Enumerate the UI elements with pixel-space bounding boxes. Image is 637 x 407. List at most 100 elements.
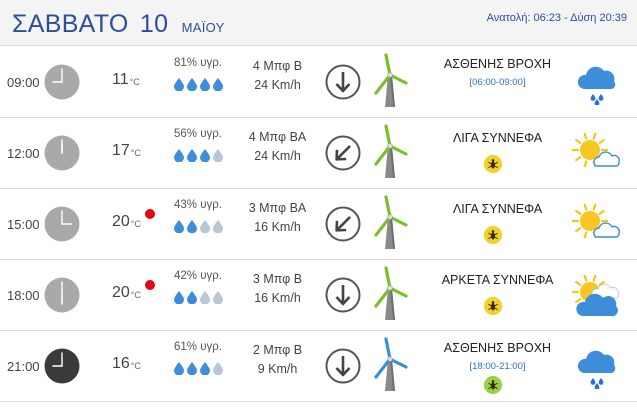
drop-icon (174, 220, 184, 233)
clock-icon (44, 277, 80, 313)
weather-description: ΑΣΘΕΝΗΣ ΒΡΟΧΗ (443, 341, 552, 355)
humidity-label: 42% υγρ. (174, 270, 222, 282)
forecast-row: 15:00 20°C 43% υγρ. 3 Μπφ ΒΑ 16 Km/h ΛΙΓΑ ΣΥΝ… (0, 189, 637, 260)
forecast-row: 21:00 16°C 61% υγρ. 2 Μπφ Β 9 Km/h ΑΣΘΕΝΗΣ ΒΡ… (0, 331, 637, 402)
wind-force: 3 Μπφ Β (252, 272, 303, 286)
temperature-value: 20 (112, 284, 130, 301)
weather-description: ΑΡΚΕΤΑ ΣΥΝΝΕΦΑ (441, 273, 554, 287)
wind-speed: 24 Km/h (254, 78, 301, 92)
row-time: 21:00 (7, 359, 40, 374)
day-number: 10 (139, 10, 169, 38)
humidity-label: 81% υγρ. (174, 57, 222, 69)
temperature-value: 20 (112, 213, 130, 230)
wind-direction-icon (325, 277, 361, 313)
wind-speed: 16 Km/h (254, 291, 301, 305)
temperature: 20°C (112, 213, 141, 231)
drop-icon (187, 220, 197, 233)
humidity-drops-icon (174, 362, 223, 375)
green-warning-icon (483, 375, 503, 395)
drop-icon (213, 78, 223, 91)
wind-direction-icon (325, 206, 361, 242)
clock-icon (44, 206, 80, 242)
drop-icon (187, 78, 197, 91)
yellow-warning-icon (483, 296, 503, 316)
cloud-rain-icon (577, 350, 616, 389)
drop-icon (187, 149, 197, 162)
forecast-row: 12:00 17°C 56% υγρ. 4 Μπφ ΒΑ 24 Km/h ΛΙΓΑ ΣΥΝ… (0, 118, 637, 189)
wind-info: 4 Μπφ ΒΑ 24 Km/h (240, 128, 315, 166)
drop-icon (200, 149, 210, 162)
wind-direction-icon (325, 64, 361, 100)
sun-cloud-icon (572, 132, 620, 168)
temperature-unit: °C (130, 290, 141, 300)
wind-turbine-icon (374, 195, 408, 249)
month-name: ΜΑΪΟΥ (181, 20, 225, 35)
wind-turbine-icon (374, 266, 408, 320)
humidity-label: 61% υγρ. (174, 341, 222, 353)
humidity-drops-icon (174, 291, 223, 304)
drop-icon (174, 78, 184, 91)
wind-direction-icon (325, 348, 361, 384)
sun-clouds-icon (572, 274, 619, 316)
clock-icon (44, 348, 80, 384)
clock-icon (44, 135, 80, 171)
drop-icon (187, 291, 197, 304)
wind-turbine-icon (374, 337, 408, 391)
yellow-warning-icon (483, 154, 503, 174)
humidity-label: 56% υγρ. (174, 128, 222, 140)
humidity-drops-icon (174, 220, 223, 233)
sunrise-sunset: Ανατολή: 06:23 - Δύση 20:39 (486, 12, 627, 24)
drop-icon (213, 362, 223, 375)
day-name: ΣΑΒΒΑΤΟ (12, 10, 129, 38)
drop-icon (213, 220, 223, 233)
drop-icon (174, 149, 184, 162)
drop-icon (174, 291, 184, 304)
yellow-warning-icon (483, 225, 503, 245)
wind-info: 2 Μπφ Β 9 Km/h (240, 341, 315, 379)
heat-alert-dot (145, 209, 155, 219)
drop-icon (200, 291, 210, 304)
temperature-unit: °C (130, 361, 141, 371)
drop-icon (213, 291, 223, 304)
temperature-unit: °C (130, 148, 141, 158)
drop-icon (174, 362, 184, 375)
cloud-rain-icon (577, 66, 616, 105)
temperature-unit: °C (129, 77, 140, 87)
sun-cloud-icon (572, 203, 620, 239)
day-header: ΣΑΒΒΑΤΟ 10 ΜΑΪΟΥ Ανατολή: 06:23 - Δύση 2… (0, 0, 637, 46)
temperature-value: 17 (112, 142, 130, 159)
temperature-value: 11 (112, 71, 129, 88)
wind-info: 3 Μπφ Β 16 Km/h (240, 270, 315, 308)
wind-turbine-icon (374, 53, 408, 107)
wind-force: 4 Μπφ Β (252, 59, 303, 73)
wind-speed: 9 Km/h (257, 362, 298, 376)
wind-force: 4 Μπφ ΒΑ (248, 130, 307, 144)
row-time: 12:00 (7, 146, 40, 161)
humidity-drops-icon (174, 78, 223, 91)
wind-direction-icon (325, 135, 361, 171)
forecast-row: 18:00 20°C 42% υγρ. 3 Μπφ Β 16 Km/h ΑΡΚΕΤΑ ΣΥ… (0, 260, 637, 331)
wind-speed: 24 Km/h (254, 149, 301, 163)
temperature-unit: °C (130, 219, 141, 229)
drop-icon (200, 362, 210, 375)
drop-icon (200, 78, 210, 91)
clock-icon (44, 64, 80, 100)
wind-turbine-icon (374, 124, 408, 178)
wind-info: 4 Μπφ Β 24 Km/h (240, 57, 315, 95)
row-time: 15:00 (7, 217, 40, 232)
temperature: 17°C (112, 142, 141, 160)
row-time: 09:00 (7, 75, 40, 90)
wind-force: 2 Μπφ Β (252, 343, 303, 357)
drop-icon (200, 220, 210, 233)
temperature: 16°C (112, 355, 141, 373)
description-time-range: [18:00-21:00] (469, 361, 526, 372)
wind-info: 3 Μπφ ΒΑ 16 Km/h (240, 199, 315, 237)
humidity-label: 43% υγρ. (174, 199, 222, 211)
drop-icon (213, 149, 223, 162)
wind-force: 3 Μπφ ΒΑ (248, 201, 307, 215)
weather-description: ΛΙΓΑ ΣΥΝΝΕΦΑ (452, 131, 543, 145)
drop-icon (187, 362, 197, 375)
wind-speed: 16 Km/h (254, 220, 301, 234)
weather-description: ΑΣΘΕΝΗΣ ΒΡΟΧΗ (443, 57, 552, 71)
day-title: ΣΑΒΒΑΤΟ 10 ΜΑΪΟΥ (12, 10, 225, 39)
